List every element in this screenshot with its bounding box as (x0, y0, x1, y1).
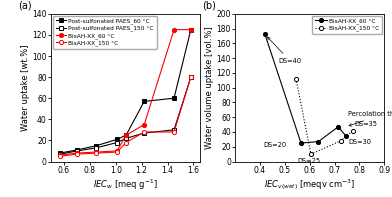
BisAH-XX_150 °C (294, 78, 298, 80)
BisAH-XX_150 °C (142, 131, 147, 133)
BisAH-XX_150 °C (58, 155, 62, 157)
Post-sulfonated PAES_150 °C (115, 141, 120, 144)
Post-sulfonated PAES_150 °C (58, 153, 62, 155)
Line: Post-sulfonated PAES_60 °C: Post-sulfonated PAES_60 °C (58, 28, 193, 155)
Post-sulfonated PAES_60 °C (142, 100, 147, 103)
Post-sulfonated PAES_150 °C (74, 150, 79, 152)
X-axis label: $IEC_w$ [meq g$^{-1}$]: $IEC_w$ [meq g$^{-1}$] (93, 177, 158, 192)
BisAH-XX_60 °C (189, 28, 193, 31)
BisAH-XX_150 °C (351, 129, 356, 132)
Text: (a): (a) (18, 1, 32, 11)
Post-sulfonated PAES_60 °C (189, 28, 193, 31)
BisAH-XX_150 °C (189, 76, 193, 78)
BisAH-XX_150 °C (172, 131, 176, 133)
BisAH-XX_60 °C (172, 28, 176, 31)
Post-sulfonated PAES_150 °C (142, 132, 147, 134)
BisAH-XX_150 °C (74, 153, 79, 155)
BisAH-XX_150 °C (94, 152, 99, 154)
Y-axis label: Water volume uptake [vol.%]: Water volume uptake [vol.%] (205, 26, 214, 149)
BisAH-XX_60 °C (115, 150, 120, 152)
Post-sulfonated PAES_60 °C (172, 97, 176, 99)
Text: DS=30: DS=30 (348, 139, 371, 145)
BisAH-XX_60 °C (316, 140, 321, 143)
Line: BisAH-XX_150 °C: BisAH-XX_150 °C (294, 77, 355, 156)
BisAH-XX_60 °C (336, 126, 341, 128)
Post-sulfonated PAES_60 °C (74, 149, 79, 151)
BisAH-XX_60 °C (124, 134, 129, 136)
Text: Percolation threshold: Percolation threshold (348, 111, 392, 126)
BisAH-XX_150 °C (338, 140, 343, 142)
Post-sulfonated PAES_150 °C (172, 129, 176, 131)
BisAH-XX_60 °C (263, 33, 267, 36)
Line: BisAH-XX_60 °C: BisAH-XX_60 °C (58, 28, 193, 157)
Text: (b): (b) (202, 1, 216, 11)
BisAH-XX_60 °C (299, 142, 303, 144)
Text: DS=25: DS=25 (297, 158, 320, 164)
Y-axis label: Water uptake [wt.%]: Water uptake [wt.%] (20, 44, 29, 131)
Line: BisAH-XX_150 °C: BisAH-XX_150 °C (58, 75, 193, 158)
BisAH-XX_150 °C (309, 153, 313, 155)
BisAH-XX_60 °C (74, 152, 79, 154)
BisAH-XX_60 °C (94, 151, 99, 153)
BisAH-XX_150 °C (115, 151, 120, 153)
Post-sulfonated PAES_150 °C (189, 76, 193, 78)
Post-sulfonated PAES_60 °C (124, 134, 129, 136)
Text: DS=20: DS=20 (263, 142, 286, 148)
Legend: Post-sulfonated PAES_60 °C, Post-sulfonated PAES_150 °C, BisAH-XX_60 °C, BisAH-X: Post-sulfonated PAES_60 °C, Post-sulfona… (53, 16, 157, 49)
BisAH-XX_60 °C (142, 123, 147, 126)
BisAH-XX_60 °C (343, 135, 348, 137)
Text: DS=35: DS=35 (355, 121, 378, 127)
Post-sulfonated PAES_60 °C (94, 145, 99, 147)
Legend: BisAH-XX_60 °C, BisAH-XX_150 °C: BisAH-XX_60 °C, BisAH-XX_150 °C (312, 16, 383, 34)
Post-sulfonated PAES_150 °C (124, 137, 129, 139)
Post-sulfonated PAES_150 °C (94, 147, 99, 149)
Post-sulfonated PAES_60 °C (115, 138, 120, 141)
Post-sulfonated PAES_60 °C (58, 152, 62, 154)
BisAH-XX_150 °C (124, 141, 129, 144)
Line: Post-sulfonated PAES_150 °C: Post-sulfonated PAES_150 °C (58, 75, 193, 156)
Text: DS=40: DS=40 (267, 37, 302, 64)
X-axis label: $IEC_{v(wet)}$ [meqv cm$^{-3}$]: $IEC_{v(wet)}$ [meqv cm$^{-3}$] (264, 177, 355, 193)
Line: BisAH-XX_60 °C: BisAH-XX_60 °C (263, 32, 348, 145)
BisAH-XX_60 °C (58, 154, 62, 156)
